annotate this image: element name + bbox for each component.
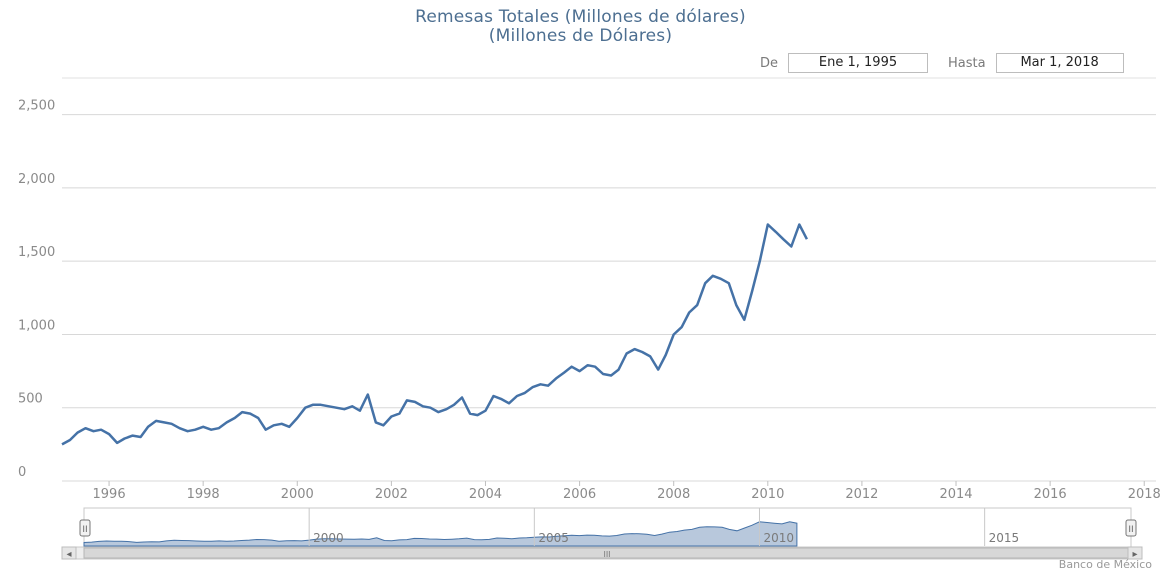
y-tick-label: 1,000	[18, 318, 55, 333]
x-tick-label: 2014	[939, 487, 972, 502]
x-tick-label: 2000	[281, 487, 314, 502]
y-tick-label: 2,500	[18, 99, 55, 114]
y-tick-label: 500	[18, 392, 43, 407]
x-tick-label: 2010	[751, 487, 784, 502]
scrollbar[interactable]: ◂ III ▸	[61, 546, 1143, 560]
to-label: Hasta	[948, 55, 986, 71]
x-tick-label: 2004	[469, 487, 502, 502]
scroll-right-arrow-icon: ▸	[1132, 549, 1137, 560]
x-tick-label: 2016	[1034, 487, 1067, 502]
navigator-area	[83, 521, 798, 547]
navigator-year-ticks: 2000 2005 2010 2015	[308, 508, 1020, 546]
scroll-right-button[interactable]	[1127, 546, 1143, 560]
series-line	[61, 223, 809, 446]
scroll-left-button[interactable]	[61, 546, 77, 560]
x-axis: 1996 1998 2000 2002 2004 2006 2008 2010 2012 2014…	[93, 481, 1161, 502]
to-date-input[interactable]: Mar 1, 2018	[995, 53, 1124, 73]
from-label: De	[760, 55, 779, 71]
y-tick-label: 0	[18, 465, 26, 480]
x-tick-label: 1998	[187, 487, 220, 502]
credits[interactable]: Banco de México	[1059, 558, 1152, 569]
navigator-left-handle-grip: II	[82, 525, 87, 535]
navigator-year-label: 2005	[538, 531, 569, 545]
chart-titles: Remesas Totales (Millones de dólares) (M…	[0, 8, 1161, 46]
chart-subtitle: (Millones de Dólares)	[488, 26, 673, 46]
x-tick-label: 1996	[93, 487, 126, 502]
navigator-right-handle[interactable]	[1125, 519, 1137, 537]
x-tick-label: 2006	[563, 487, 596, 502]
y-tick-label: 2,000	[18, 172, 55, 187]
x-tick-label: 2018	[1128, 487, 1161, 502]
gridlines	[62, 114, 1156, 482]
navigator-year-label: 2010	[763, 531, 794, 545]
navigator-left-handle[interactable]	[79, 519, 91, 537]
date-range-selector: De Ene 1, 1995 Hasta Mar 1, 2018	[760, 52, 1124, 74]
x-tick-label: 2008	[657, 487, 690, 502]
scroll-left-arrow-icon: ◂	[66, 549, 71, 560]
navigator[interactable]: 2000 2005 2010 2015 II II	[79, 507, 1137, 549]
x-tick-label: 2012	[845, 487, 878, 502]
navigator-right-handle-grip: II	[1128, 525, 1133, 535]
y-tick-label: 1,500	[18, 245, 55, 260]
y-axis: 0 500 1,000 1,500 2,000 2,500	[18, 99, 55, 480]
navigator-year-label: 2015	[989, 531, 1020, 545]
chart-title: Remesas Totales (Millones de dólares)	[415, 7, 746, 27]
from-date-input[interactable]: Ene 1, 1995	[788, 53, 929, 73]
navigator-year-label: 2000	[313, 531, 344, 545]
series-layer	[61, 223, 809, 446]
x-tick-label: 2002	[375, 487, 408, 502]
scrollbar-grip: III	[603, 550, 610, 559]
